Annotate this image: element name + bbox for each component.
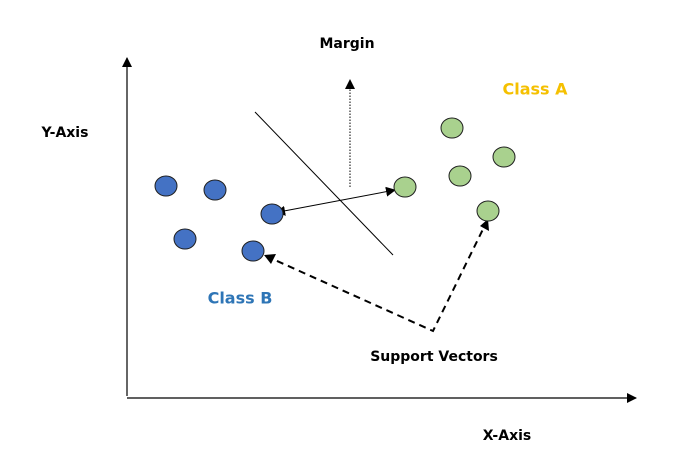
class-a-point — [393, 176, 417, 198]
class-b-point — [154, 175, 178, 197]
support-vectors-label: Support Vectors — [370, 349, 498, 365]
class-b-points — [154, 175, 284, 262]
class-b-point — [260, 203, 284, 225]
support-vector-pointer — [265, 220, 488, 333]
class-a-point — [492, 146, 516, 168]
y-axis-label: Y-Axis — [41, 125, 89, 141]
class-a-point — [440, 117, 464, 139]
x-axis-label: X-Axis — [482, 428, 532, 444]
hyperplane-line — [254, 111, 394, 256]
margin-distance-arrow — [275, 186, 396, 216]
class-b-label: Class B — [207, 288, 273, 308]
support-vector-arrowhead-a — [480, 219, 489, 231]
support-vector-arrowhead-b — [264, 254, 276, 264]
class-a-points — [393, 117, 516, 222]
margin-label: Margin — [319, 36, 375, 52]
class-b-point — [241, 240, 265, 262]
class-a-point — [476, 200, 500, 222]
class-b-point — [203, 179, 227, 201]
class-a-point — [448, 165, 472, 187]
class-b-point — [173, 228, 197, 250]
class-a-label: Class A — [502, 79, 568, 99]
